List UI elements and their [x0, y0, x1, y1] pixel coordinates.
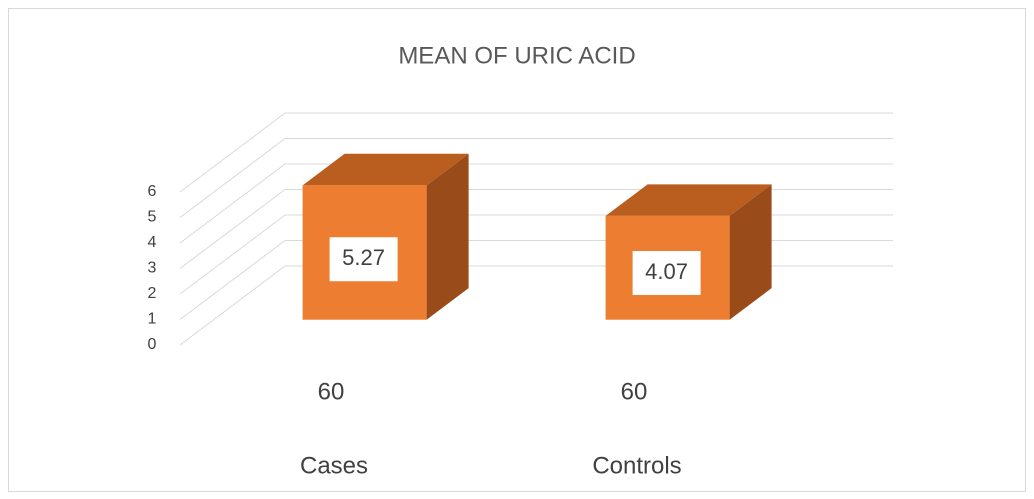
y-tick-label: 6: [148, 183, 157, 200]
chart-title: MEAN OF URIC ACID: [398, 42, 635, 69]
grid-line: [179, 112, 893, 193]
grid-line: [179, 163, 893, 244]
y-tick-label: 0: [148, 336, 157, 353]
y-tick-label: 4: [148, 234, 157, 251]
x-tick-label: Cases: [300, 452, 368, 479]
y-tick-label: 2: [148, 285, 157, 302]
bar-side: [729, 184, 772, 320]
x-tick-n-label: 60: [318, 378, 345, 405]
bar-top: [605, 184, 772, 216]
y-tick-label: 3: [148, 260, 157, 277]
grid-line: [179, 138, 893, 218]
value-label-box: [632, 251, 701, 296]
bar-top: [302, 153, 469, 186]
chart-frame: [8, 8, 1026, 492]
bar-side: [426, 153, 469, 320]
value-label-box: [329, 237, 398, 282]
y-tick-label: 1: [148, 311, 157, 328]
y-tick-label: 5: [148, 209, 157, 226]
x-tick-label: Controls: [592, 452, 681, 479]
value-label: 4.07: [645, 259, 688, 284]
value-label: 5.27: [342, 245, 385, 270]
x-tick-n-label: 60: [621, 378, 648, 405]
